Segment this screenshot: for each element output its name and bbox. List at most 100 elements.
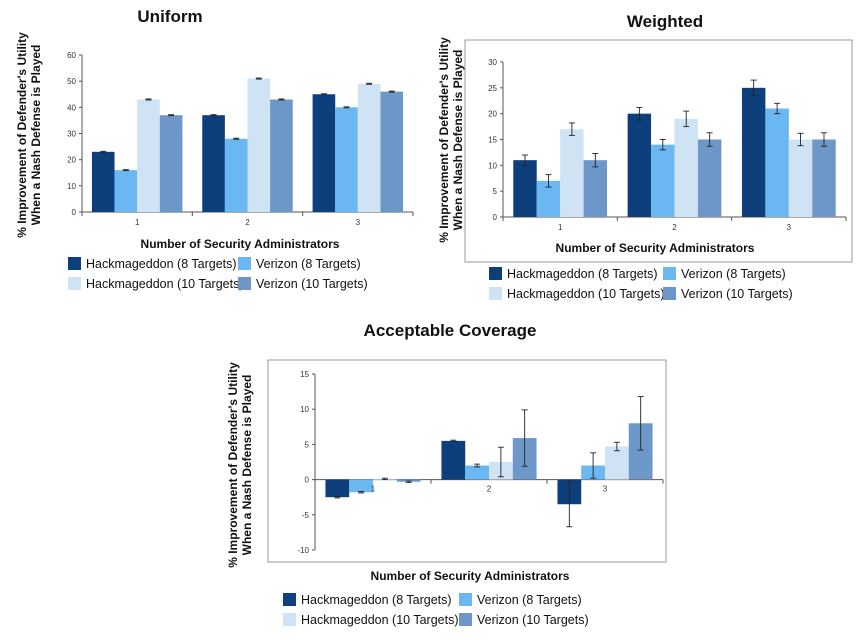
y-tick-label: 0 (493, 213, 498, 222)
bar (765, 108, 789, 217)
legend-swatch (663, 267, 676, 280)
y-tick-label: 0 (305, 476, 310, 485)
y-tick-label: 5 (493, 187, 498, 196)
legend-label: Verizon (8 Targets) (477, 593, 582, 607)
legend-label: Hackmageddon (10 Targets) (86, 277, 244, 291)
y-axis-label-line: % Improvement of Defender's Utility (226, 362, 240, 568)
bar (513, 160, 537, 217)
y-tick-label: 30 (488, 58, 497, 67)
legend-swatch (459, 613, 472, 626)
y-tick-label: -10 (297, 546, 309, 555)
bar (560, 129, 584, 217)
bar (137, 99, 160, 212)
bar (536, 180, 561, 217)
chart-2: Acceptable Coverage -10 -5 0 5 10 15 1 2 3 Number … (226, 321, 667, 627)
legend-label: Hackmageddon (10 Targets) (301, 613, 459, 627)
legend-label: Hackmageddon (10 Targets) (507, 287, 665, 301)
bar (627, 113, 652, 217)
legend-swatch (68, 277, 81, 290)
legend-label: Verizon (8 Targets) (681, 267, 786, 281)
bar (312, 94, 336, 212)
chart-title: Uniform (137, 7, 202, 26)
bar (91, 151, 115, 212)
y-tick-label: 10 (300, 405, 309, 414)
legend-label: Verizon (10 Targets) (681, 287, 793, 301)
y-axis-label: % Improvement of Defender's UtilityWhen … (15, 32, 43, 238)
bar (628, 423, 653, 480)
y-tick-label: 50 (67, 77, 76, 86)
bar (325, 479, 350, 498)
x-category-label: 1 (371, 485, 376, 494)
legend-label: Hackmageddon (8 Targets) (507, 267, 658, 281)
bar (114, 170, 138, 212)
legend-swatch (663, 287, 676, 300)
legend-swatch (489, 287, 502, 300)
y-tick-label: 30 (67, 130, 76, 139)
x-category-label: 3 (603, 485, 608, 494)
y-tick-label: 5 (305, 440, 310, 449)
bar (697, 139, 722, 217)
chart-0: Uniform 0 10 20 30 40 50 60 1 2 3 Number of Securit… (15, 7, 414, 291)
bar (159, 115, 183, 212)
y-axis-label-line: When a Nash Defense is Played (29, 45, 43, 226)
x-axis-label: Number of Security Administrators (371, 569, 570, 583)
y-tick-label: 20 (67, 156, 76, 165)
legend-label: Hackmageddon (8 Targets) (301, 593, 452, 607)
x-category-label: 2 (245, 218, 250, 227)
y-tick-label: 10 (67, 182, 76, 191)
y-tick-label: 20 (488, 110, 497, 119)
y-tick-label: 15 (488, 136, 497, 145)
y-tick-label: 0 (72, 208, 77, 217)
bar (441, 440, 466, 480)
legend-label: Verizon (8 Targets) (256, 257, 361, 271)
bar (651, 144, 675, 217)
y-axis-label-line: % Improvement of Defender's Utility (15, 32, 29, 238)
y-tick-label: 40 (67, 103, 76, 112)
bar (202, 115, 225, 212)
x-category-label: 3 (787, 223, 792, 232)
x-category-label: 2 (487, 485, 492, 494)
bar (465, 465, 489, 480)
chart-title: Acceptable Coverage (364, 321, 537, 340)
y-axis-label: % Improvement of Defender's UtilityWhen … (437, 37, 465, 243)
bar (674, 118, 698, 217)
bar (270, 99, 293, 212)
legend-swatch (68, 257, 81, 270)
legend-swatch (238, 257, 251, 270)
bar (349, 479, 373, 493)
bar (335, 107, 358, 212)
x-axis-label: Number of Security Administrators (141, 237, 340, 251)
legend-swatch (489, 267, 502, 280)
chart-frame (464, 39, 853, 263)
legend-label: Hackmageddon (8 Targets) (86, 257, 237, 271)
y-axis-label-line: When a Nash Defense is Played (451, 50, 465, 231)
y-tick-label: 10 (488, 161, 497, 170)
y-axis-label: % Improvement of Defender's UtilityWhen … (226, 362, 254, 568)
bar (605, 446, 629, 480)
x-category-label: 1 (135, 218, 140, 227)
legend-swatch (459, 593, 472, 606)
legend-swatch (238, 277, 251, 290)
legend-label: Verizon (10 Targets) (256, 277, 368, 291)
chart-frame (267, 359, 667, 563)
x-category-label: 3 (356, 218, 361, 227)
chart-1: Weighted 0 5 10 15 20 25 30 1 2 3 Number of Securit… (437, 12, 853, 301)
bar (380, 91, 404, 212)
y-tick-label: -5 (302, 511, 310, 520)
x-category-label: 2 (672, 223, 677, 232)
x-category-label: 1 (558, 223, 563, 232)
y-tick-label: 25 (488, 84, 497, 93)
y-axis-label-line: % Improvement of Defender's Utility (437, 37, 451, 243)
x-axis-label: Number of Security Administrators (556, 241, 755, 255)
y-tick-label: 15 (300, 370, 309, 379)
bar (247, 78, 271, 212)
chart-title: Weighted (627, 12, 703, 31)
y-tick-label: 60 (67, 51, 76, 60)
legend-swatch (283, 613, 296, 626)
bar (357, 83, 381, 213)
bar (812, 139, 836, 217)
bar (224, 138, 248, 212)
bar (788, 139, 813, 217)
legend-swatch (283, 593, 296, 606)
